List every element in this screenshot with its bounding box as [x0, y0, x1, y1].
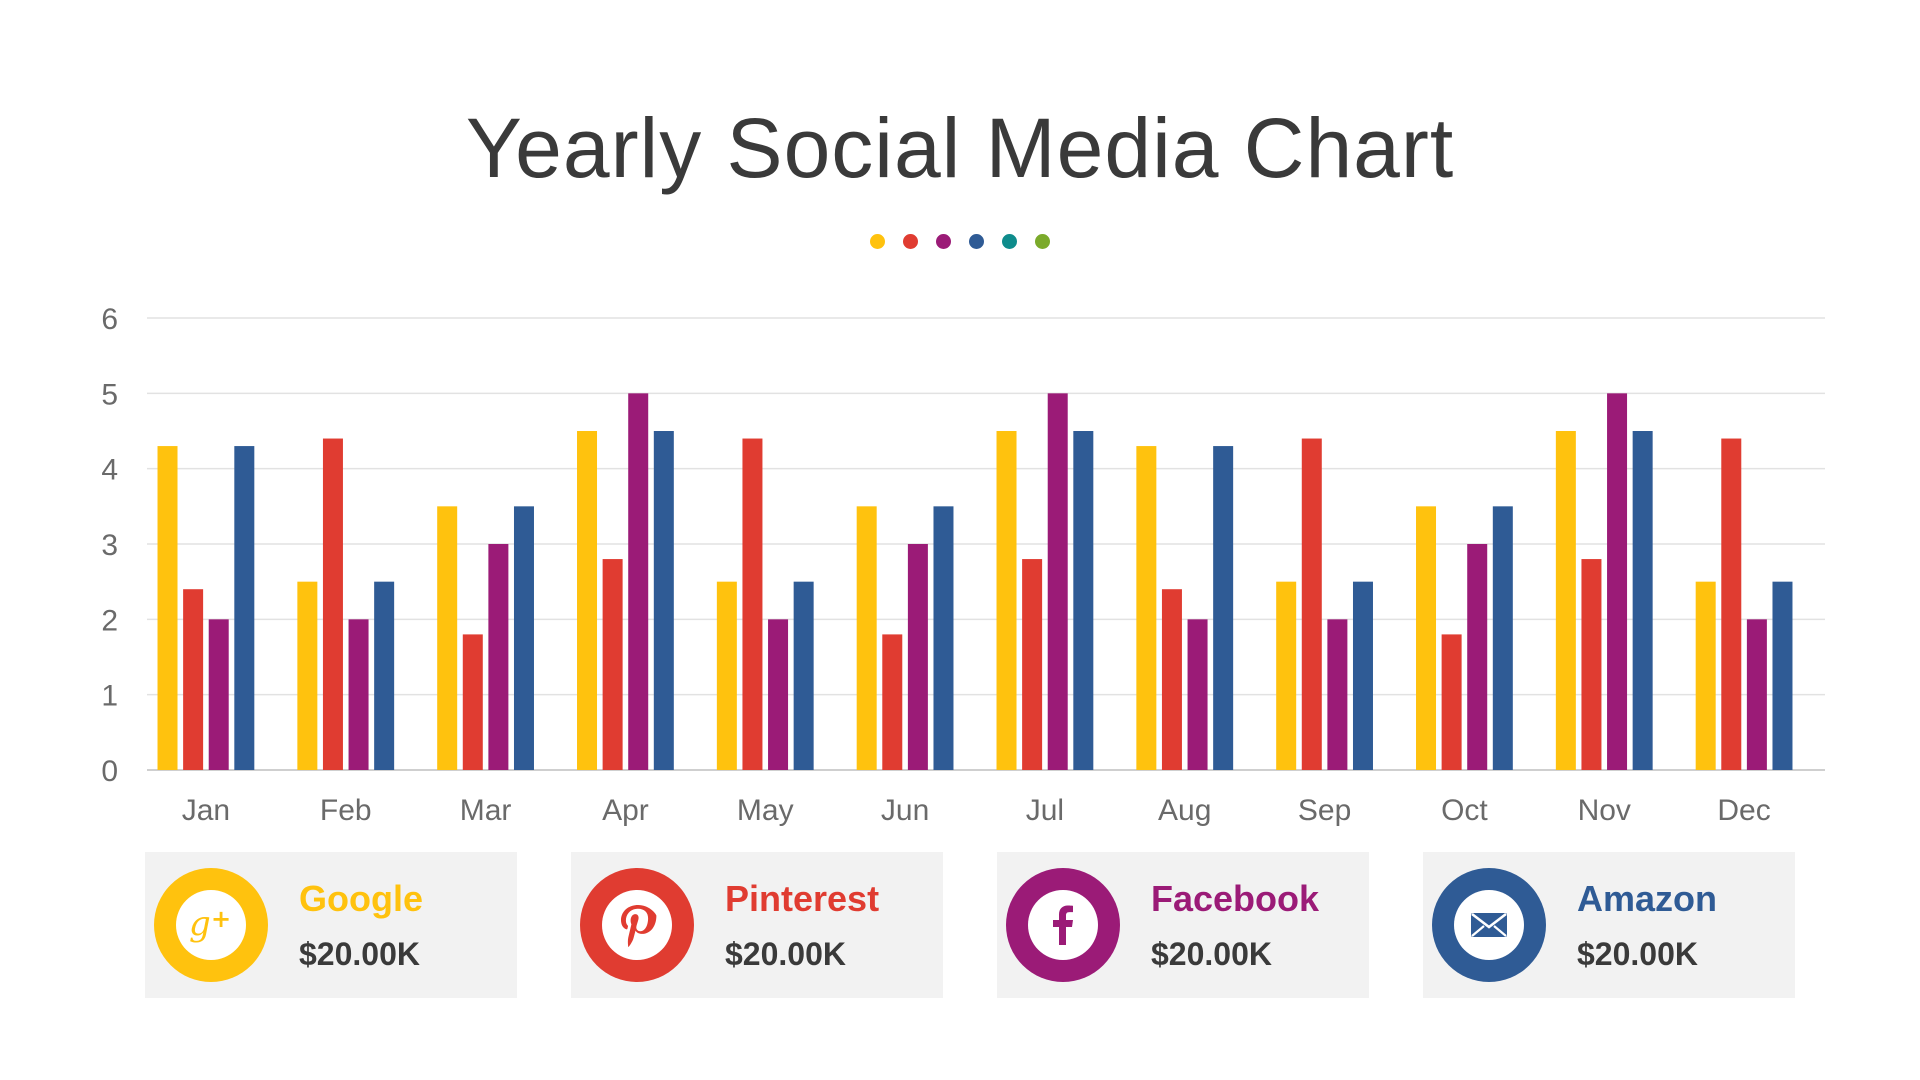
- y-tick-label: 6: [101, 303, 118, 336]
- bar-facebook-may: [768, 619, 789, 770]
- envelope-icon: [1471, 912, 1507, 937]
- bar-google-nov: [1555, 431, 1576, 770]
- x-tick-label: Feb: [320, 794, 372, 827]
- bar-facebook-mar: [488, 544, 509, 770]
- bar-facebook-dec: [1746, 619, 1767, 770]
- bar-facebook-nov: [1607, 393, 1628, 770]
- card-value: $20.00K: [1151, 936, 1272, 972]
- bar-facebook-sep: [1327, 619, 1348, 770]
- card-icon-circle: [1432, 868, 1546, 982]
- card-name: Facebook: [1151, 878, 1320, 919]
- card-value: $20.00K: [299, 936, 420, 972]
- x-tick-label: May: [737, 794, 794, 827]
- bar-pinterest-jun: [882, 634, 903, 770]
- bar-google-sep: [1276, 581, 1297, 770]
- bar-amazon-sep: [1352, 581, 1373, 770]
- facebook-icon: [1053, 905, 1073, 945]
- bar-facebook-feb: [348, 619, 369, 770]
- card-pinterest: Pinterest $20.00K: [571, 852, 943, 998]
- bar-google-jul: [996, 431, 1017, 770]
- bar-amazon-jul: [1073, 431, 1094, 770]
- chart-title: Yearly Social Media Chart: [465, 101, 1455, 195]
- bar-pinterest-may: [742, 438, 763, 770]
- bar-pinterest-feb: [322, 438, 343, 770]
- x-tick-label: Nov: [1578, 794, 1631, 827]
- bar-amazon-feb: [374, 581, 395, 770]
- bar-google-jun: [856, 506, 877, 770]
- card-name: Google: [299, 878, 423, 919]
- color-dot: [1002, 234, 1017, 249]
- y-tick-label: 0: [101, 755, 118, 788]
- x-tick-label: Aug: [1158, 794, 1211, 827]
- bar-google-may: [716, 581, 737, 770]
- bar-pinterest-jan: [183, 589, 204, 770]
- google-plus-icon: g +: [189, 904, 231, 944]
- y-tick-label: 3: [101, 529, 118, 562]
- bar-amazon-apr: [653, 431, 674, 770]
- color-dots: [0, 234, 1920, 249]
- bar-facebook-aug: [1187, 619, 1208, 770]
- x-tick-label: Jan: [182, 794, 230, 827]
- bar-pinterest-oct: [1441, 634, 1462, 770]
- svg-text:+: +: [211, 905, 231, 933]
- card-name: Pinterest: [725, 878, 880, 919]
- pinterest-icon: [621, 905, 657, 947]
- x-tick-label: Jun: [881, 794, 929, 827]
- bar-pinterest-sep: [1301, 438, 1322, 770]
- bar-facebook-jul: [1047, 393, 1068, 770]
- bar-amazon-may: [793, 581, 814, 770]
- card-google: g + Google $20.00K: [145, 852, 517, 998]
- bar-amazon-aug: [1213, 446, 1234, 770]
- color-dot: [936, 234, 951, 249]
- card-icon-circle: [580, 868, 694, 982]
- card-amazon: Amazon $20.00K: [1423, 852, 1795, 998]
- card-value: $20.00K: [725, 936, 846, 972]
- color-dot: [969, 234, 984, 249]
- bar-google-aug: [1136, 446, 1157, 770]
- x-tick-label: Oct: [1441, 794, 1488, 827]
- card-facebook: Facebook $20.00K: [997, 852, 1369, 998]
- bar-pinterest-mar: [462, 634, 483, 770]
- card-value: $20.00K: [1577, 936, 1698, 972]
- y-tick-label: 1: [101, 680, 118, 713]
- bar-google-dec: [1695, 581, 1716, 770]
- bar-pinterest-aug: [1161, 589, 1182, 770]
- bar-amazon-jun: [933, 506, 954, 770]
- y-tick-label: 5: [101, 378, 118, 411]
- x-tick-label: Jul: [1026, 794, 1064, 827]
- bar-facebook-jun: [907, 544, 928, 770]
- bar-amazon-nov: [1632, 431, 1653, 770]
- bar-pinterest-dec: [1721, 438, 1742, 770]
- bar-google-mar: [437, 506, 458, 770]
- summary-cards: g + Google $20.00K Pinterest $20.00K: [145, 852, 1795, 998]
- color-dot: [903, 234, 918, 249]
- bar-pinterest-apr: [602, 559, 623, 770]
- x-tick-label: Sep: [1298, 794, 1351, 827]
- bar-amazon-dec: [1772, 581, 1793, 770]
- bar-amazon-oct: [1492, 506, 1513, 770]
- svg-text:g: g: [189, 904, 211, 944]
- bar-google-feb: [297, 581, 318, 770]
- x-tick-label: Apr: [602, 794, 649, 827]
- bar-facebook-oct: [1467, 544, 1488, 770]
- bar-google-apr: [577, 431, 598, 770]
- card-name: Amazon: [1577, 878, 1718, 919]
- bar-pinterest-jul: [1022, 559, 1043, 770]
- bar-facebook-apr: [628, 393, 649, 770]
- color-dot: [1035, 234, 1050, 249]
- card-icon-circle: g +: [154, 868, 268, 982]
- bar-amazon-mar: [513, 506, 534, 770]
- card-icon-circle: [1006, 868, 1120, 982]
- y-tick-label: 2: [101, 604, 118, 637]
- x-tick-label: Dec: [1717, 794, 1770, 827]
- bar-google-jan: [157, 446, 178, 770]
- bar-facebook-jan: [208, 619, 229, 770]
- color-dot: [870, 234, 885, 249]
- bar-pinterest-nov: [1581, 559, 1602, 770]
- bar-amazon-jan: [234, 446, 255, 770]
- x-tick-label: Mar: [460, 794, 512, 827]
- bar-google-oct: [1416, 506, 1437, 770]
- y-tick-label: 4: [101, 454, 118, 487]
